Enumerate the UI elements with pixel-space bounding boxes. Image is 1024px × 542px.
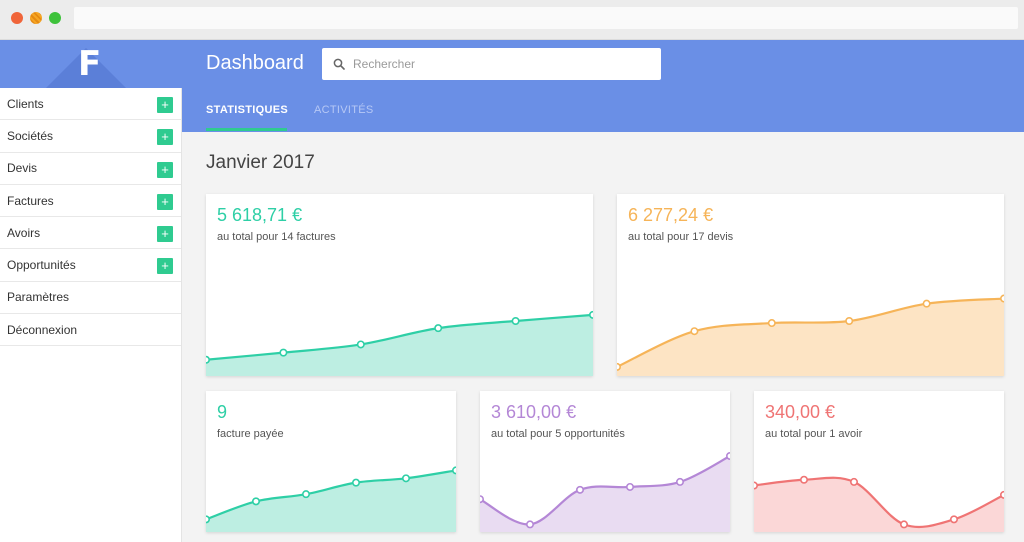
sidebar-item-opportunites[interactable]: Opportunités + bbox=[0, 249, 181, 282]
sidebar-item-label: Opportunités bbox=[7, 258, 76, 273]
chart-data-point[interactable] bbox=[480, 495, 484, 504]
add-client-button[interactable]: + bbox=[157, 97, 173, 113]
search-icon bbox=[333, 58, 345, 70]
stat-amount: 5 618,71 € bbox=[217, 205, 303, 225]
chart-data-point[interactable] bbox=[589, 310, 593, 319]
chart-data-point[interactable] bbox=[922, 299, 931, 308]
chart-data-point[interactable] bbox=[900, 520, 909, 529]
stat-card-factures: 5 618,71 € au total pour 14 factures bbox=[206, 194, 593, 376]
chart-data-point[interactable] bbox=[1000, 490, 1004, 499]
add-avoir-button[interactable]: + bbox=[157, 226, 173, 243]
sidebar-item-societes[interactable]: Sociétés + bbox=[0, 120, 181, 153]
chart-series-line bbox=[206, 313, 593, 361]
stat-subtitle: au total pour 14 factures bbox=[217, 231, 336, 243]
page-title: Dashboard bbox=[206, 52, 304, 74]
chart-area-fill bbox=[617, 298, 1004, 376]
sidebar-item-devis[interactable]: Devis + bbox=[0, 153, 181, 185]
search-box[interactable] bbox=[322, 48, 661, 80]
address-bar[interactable] bbox=[74, 7, 1018, 29]
sidebar-item-label: Clients bbox=[7, 96, 44, 111]
chart-data-point[interactable] bbox=[402, 474, 411, 483]
chart-data-point[interactable] bbox=[434, 324, 443, 333]
stat-card-avoirs: 340,00 € au total pour 1 avoir bbox=[754, 391, 1004, 532]
factures-payees-area-chart bbox=[206, 466, 456, 532]
sidebar-item-label: Déconnexion bbox=[7, 322, 78, 337]
chart-data-point[interactable] bbox=[690, 327, 699, 336]
sidebar-item-clients[interactable]: Clients + bbox=[0, 88, 181, 121]
add-facture-button[interactable]: + bbox=[157, 193, 173, 210]
chart-data-point[interactable] bbox=[206, 355, 210, 364]
chart-data-point[interactable] bbox=[799, 475, 808, 484]
sidebar-item-label: Devis bbox=[7, 161, 38, 176]
search-input[interactable] bbox=[353, 57, 633, 71]
add-opportunite-button[interactable]: + bbox=[157, 258, 173, 275]
chart-data-point[interactable] bbox=[767, 319, 776, 328]
sidebar-item-label: Sociétés bbox=[7, 128, 54, 143]
stat-subtitle: au total pour 5 opportunités bbox=[491, 428, 625, 440]
chart-data-point[interactable] bbox=[754, 481, 758, 490]
top-header: Dashboard bbox=[182, 40, 1024, 88]
sidebar-item-factures[interactable]: Factures + bbox=[0, 185, 181, 218]
app-logo[interactable]: F bbox=[0, 40, 182, 88]
sidebar: Clients + Sociétés + Devis + Factures + … bbox=[0, 88, 182, 542]
stat-subtitle: au total pour 1 avoir bbox=[765, 428, 863, 440]
add-societe-button[interactable]: + bbox=[157, 129, 173, 146]
chart-area-fill bbox=[206, 314, 593, 376]
chart-data-point[interactable] bbox=[525, 520, 534, 529]
sidebar-item-label: Factures bbox=[7, 193, 54, 208]
chart-area-fill bbox=[206, 470, 456, 532]
close-window-icon[interactable] bbox=[11, 12, 23, 24]
stat-card-opportunites: 3 610,00 € au total pour 5 opportunités bbox=[480, 391, 730, 532]
chart-data-point[interactable] bbox=[511, 316, 520, 325]
sidebar-item-deconnexion[interactable]: Déconnexion bbox=[0, 314, 181, 347]
active-tab-indicator bbox=[206, 128, 287, 131]
chart-data-point[interactable] bbox=[356, 340, 365, 349]
chart-data-point[interactable] bbox=[251, 497, 260, 506]
factures-area-chart bbox=[206, 310, 593, 376]
chart-data-point[interactable] bbox=[206, 515, 210, 524]
chart-series-line bbox=[206, 469, 456, 521]
chart-data-point[interactable] bbox=[726, 452, 730, 460]
stat-card-devis: 6 277,24 € au total pour 17 devis bbox=[617, 194, 1004, 376]
chart-area-fill bbox=[480, 456, 730, 532]
sidebar-item-avoirs[interactable]: Avoirs + bbox=[0, 217, 181, 250]
chart-data-point[interactable] bbox=[1000, 294, 1004, 303]
stat-subtitle: au total pour 17 devis bbox=[628, 231, 734, 243]
chart-data-point[interactable] bbox=[302, 490, 311, 499]
logo-letter-icon: F bbox=[78, 44, 102, 84]
stat-amount: 340,00 € bbox=[765, 402, 836, 422]
chart-data-point[interactable] bbox=[626, 482, 635, 491]
chart-data-point[interactable] bbox=[576, 485, 585, 494]
add-devis-button[interactable]: + bbox=[157, 161, 173, 178]
chart-data-point[interactable] bbox=[845, 316, 854, 325]
chart-data-point[interactable] bbox=[676, 477, 685, 486]
maximize-window-icon[interactable] bbox=[49, 12, 61, 24]
devis-area-chart bbox=[617, 294, 1004, 376]
stat-subtitle: facture payée bbox=[217, 428, 284, 440]
avoirs-area-chart bbox=[754, 475, 1004, 532]
chart-data-point[interactable] bbox=[850, 477, 859, 486]
stat-amount: 6 277,24 € bbox=[628, 205, 714, 225]
chart-series-line bbox=[617, 297, 1004, 368]
tab-bar: STATISTIQUES ACTIVITÉS bbox=[182, 88, 1024, 132]
browser-chrome bbox=[0, 0, 1024, 40]
opportunites-area-chart bbox=[480, 452, 730, 532]
chart-data-point[interactable] bbox=[950, 515, 959, 524]
chart-data-point[interactable] bbox=[617, 362, 621, 371]
stat-card-factures-payees: 9 facture payée bbox=[206, 391, 456, 532]
sidebar-item-label: Paramètres bbox=[7, 290, 70, 305]
period-heading: Janvier 2017 bbox=[206, 152, 315, 173]
sidebar-item-parametres[interactable]: Paramètres bbox=[0, 282, 181, 315]
tab-statistiques[interactable]: STATISTIQUES bbox=[206, 104, 289, 116]
tab-activites[interactable]: ACTIVITÉS bbox=[314, 104, 374, 116]
stat-amount: 3 610,00 € bbox=[491, 402, 577, 422]
sidebar-item-label: Avoirs bbox=[7, 225, 41, 240]
chart-data-point[interactable] bbox=[279, 348, 288, 357]
minimize-window-icon[interactable] bbox=[30, 12, 42, 24]
chart-data-point[interactable] bbox=[452, 466, 456, 475]
chart-data-point[interactable] bbox=[352, 478, 361, 487]
stat-amount: 9 bbox=[217, 402, 228, 422]
